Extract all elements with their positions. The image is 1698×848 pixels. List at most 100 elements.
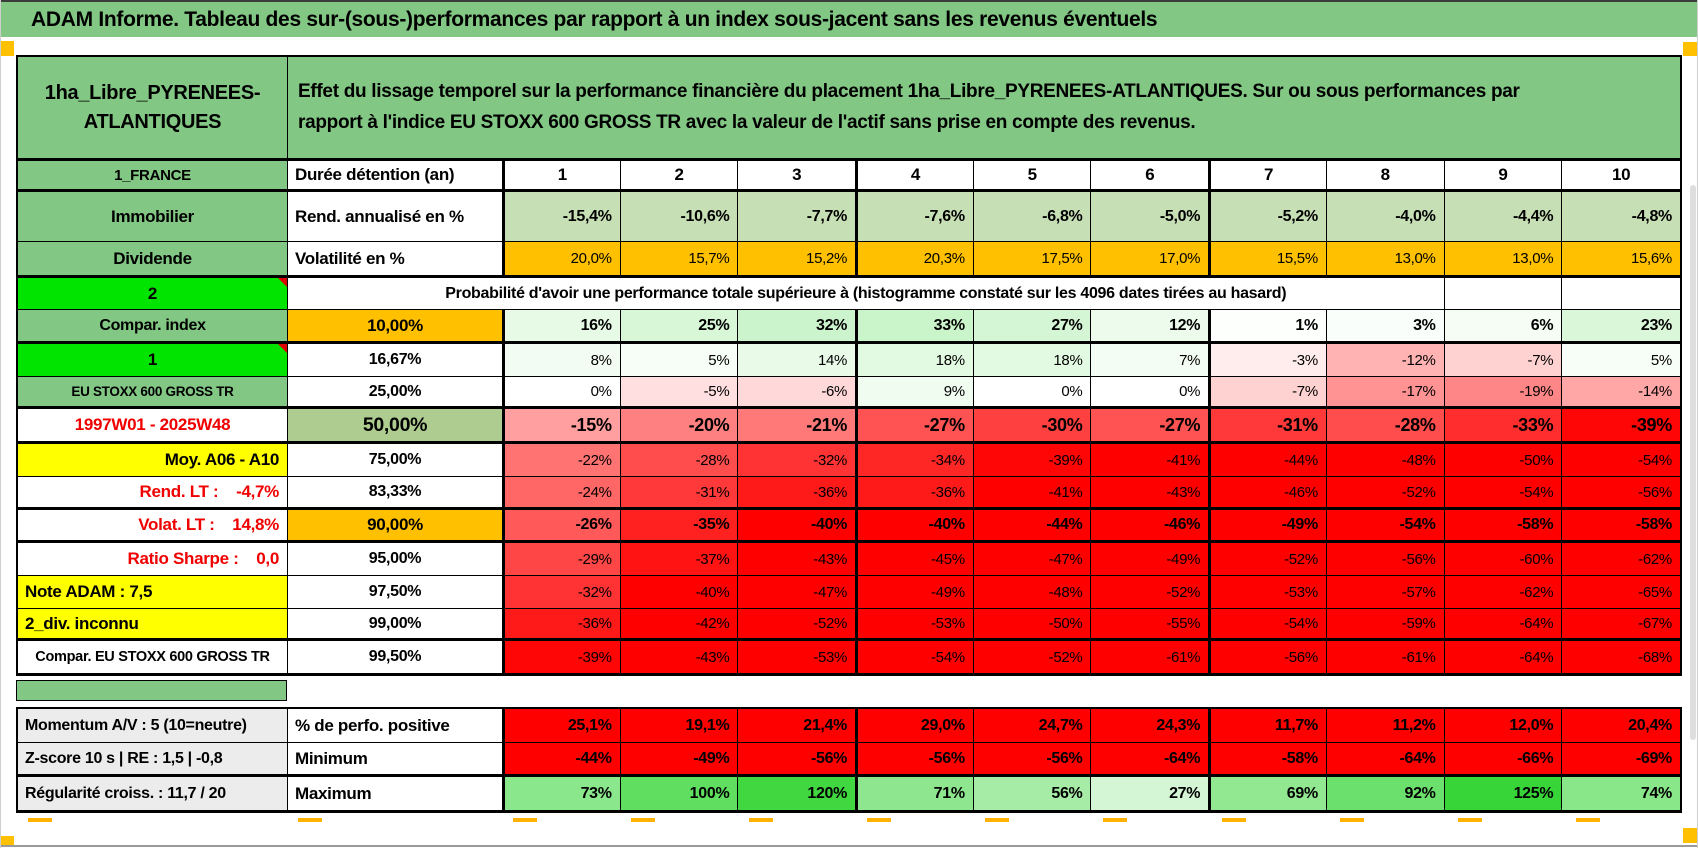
- data-cell[interactable]: -6,8%: [973, 192, 1092, 242]
- data-cell[interactable]: -49%: [856, 576, 974, 609]
- data-cell[interactable]: -26%: [503, 510, 621, 543]
- data-cell[interactable]: -59%: [1326, 609, 1445, 641]
- data-cell[interactable]: 12,0%: [1444, 709, 1563, 743]
- row-header-cell[interactable]: 83,33%: [288, 477, 503, 510]
- row-label-cell[interactable]: Immobilier: [18, 192, 288, 242]
- data-cell[interactable]: -36%: [738, 477, 857, 510]
- data-cell[interactable]: 16%: [503, 310, 621, 344]
- data-cell[interactable]: 11,2%: [1326, 709, 1445, 743]
- data-cell[interactable]: -53%: [1209, 576, 1327, 609]
- data-cell[interactable]: -33%: [1444, 409, 1563, 444]
- data-cell[interactable]: -17%: [1326, 377, 1445, 409]
- data-cell[interactable]: 24,7%: [973, 709, 1092, 743]
- data-cell[interactable]: -50%: [973, 609, 1092, 641]
- data-cell[interactable]: -36%: [503, 609, 621, 641]
- data-cell[interactable]: -7%: [1209, 377, 1327, 409]
- data-cell[interactable]: 15,7%: [620, 242, 739, 278]
- row-label-cell[interactable]: Ratio Sharpe : 0,0: [18, 543, 288, 576]
- row-header-cell[interactable]: Maximum: [288, 777, 503, 811]
- data-cell[interactable]: 9%: [856, 377, 974, 409]
- empty-cell[interactable]: [1444, 278, 1563, 310]
- data-cell[interactable]: -43%: [620, 641, 739, 674]
- data-cell[interactable]: -14%: [1562, 377, 1680, 409]
- data-cell[interactable]: 74%: [1562, 777, 1680, 811]
- row-label-cell[interactable]: 1997W01 - 2025W48: [18, 409, 288, 444]
- data-cell[interactable]: 33%: [856, 310, 974, 344]
- data-cell[interactable]: 9: [1444, 161, 1563, 192]
- data-cell[interactable]: -67%: [1562, 609, 1680, 641]
- data-cell[interactable]: -4,4%: [1444, 192, 1563, 242]
- data-cell[interactable]: -56%: [1209, 641, 1327, 674]
- data-cell[interactable]: -53%: [738, 641, 857, 674]
- data-cell[interactable]: -5%: [620, 377, 739, 409]
- sheet-title-cell[interactable]: ADAM Informe. Tableau des sur-(sous-)per…: [1, 0, 1697, 37]
- data-cell[interactable]: -28%: [1326, 409, 1445, 444]
- data-cell[interactable]: -5,0%: [1091, 192, 1210, 242]
- row-label-cell[interactable]: 2_div. inconnu: [18, 609, 288, 641]
- data-cell[interactable]: 12%: [1091, 310, 1210, 344]
- data-cell[interactable]: -52%: [1326, 477, 1445, 510]
- data-cell[interactable]: -44%: [973, 510, 1092, 543]
- data-cell[interactable]: -40%: [620, 576, 739, 609]
- data-cell[interactable]: -54%: [856, 641, 974, 674]
- data-cell[interactable]: -7,7%: [738, 192, 857, 242]
- row-label-cell[interactable]: Compar. EU STOXX 600 GROSS TR: [18, 641, 288, 674]
- data-cell[interactable]: -49%: [1209, 510, 1327, 543]
- data-cell[interactable]: -21%: [738, 409, 857, 444]
- row-label-cell[interactable]: Note ADAM : 7,5: [18, 576, 288, 609]
- data-cell[interactable]: -32%: [738, 444, 857, 477]
- data-cell[interactable]: 27%: [1091, 777, 1210, 811]
- data-cell[interactable]: -42%: [620, 609, 739, 641]
- data-cell[interactable]: -52%: [1091, 576, 1210, 609]
- data-cell[interactable]: 5%: [1562, 344, 1680, 377]
- data-cell[interactable]: -57%: [1326, 576, 1445, 609]
- data-cell[interactable]: -24%: [503, 477, 621, 510]
- data-cell[interactable]: 7%: [1091, 344, 1210, 377]
- data-cell[interactable]: -48%: [973, 576, 1092, 609]
- data-cell[interactable]: 14%: [738, 344, 857, 377]
- data-cell[interactable]: -64%: [1326, 743, 1445, 777]
- data-cell[interactable]: 3: [738, 161, 857, 192]
- data-cell[interactable]: -43%: [738, 543, 857, 576]
- data-cell[interactable]: -47%: [738, 576, 857, 609]
- data-cell[interactable]: -62%: [1444, 576, 1563, 609]
- data-cell[interactable]: -65%: [1562, 576, 1680, 609]
- data-cell[interactable]: -54%: [1562, 444, 1680, 477]
- data-cell[interactable]: -34%: [856, 444, 974, 477]
- data-cell[interactable]: -31%: [1209, 409, 1327, 444]
- data-cell[interactable]: 25%: [620, 310, 739, 344]
- data-cell[interactable]: 24,3%: [1091, 709, 1210, 743]
- data-cell[interactable]: 69%: [1209, 777, 1327, 811]
- data-cell[interactable]: 73%: [503, 777, 621, 811]
- data-cell[interactable]: 4: [856, 161, 974, 192]
- data-cell[interactable]: -27%: [856, 409, 974, 444]
- data-cell[interactable]: 19,1%: [620, 709, 739, 743]
- data-cell[interactable]: -44%: [503, 743, 621, 777]
- data-cell[interactable]: -27%: [1091, 409, 1210, 444]
- data-cell[interactable]: -54%: [1444, 477, 1563, 510]
- data-cell[interactable]: -56%: [1562, 477, 1680, 510]
- data-cell[interactable]: -7%: [1444, 344, 1563, 377]
- data-cell[interactable]: -49%: [620, 743, 739, 777]
- data-cell[interactable]: 8: [1326, 161, 1445, 192]
- data-cell[interactable]: -52%: [1209, 543, 1327, 576]
- data-cell[interactable]: 17,0%: [1091, 242, 1210, 278]
- data-cell[interactable]: 23%: [1562, 310, 1680, 344]
- data-cell[interactable]: -12%: [1326, 344, 1445, 377]
- data-cell[interactable]: -4,0%: [1326, 192, 1445, 242]
- data-cell[interactable]: 20,4%: [1562, 709, 1680, 743]
- data-cell[interactable]: -10,6%: [620, 192, 739, 242]
- data-cell[interactable]: -22%: [503, 444, 621, 477]
- data-cell[interactable]: -43%: [1091, 477, 1210, 510]
- data-cell[interactable]: -46%: [1209, 477, 1327, 510]
- data-cell[interactable]: 2: [620, 161, 739, 192]
- data-cell[interactable]: 29,0%: [856, 709, 974, 743]
- data-cell[interactable]: -7,6%: [856, 192, 974, 242]
- data-cell[interactable]: -45%: [856, 543, 974, 576]
- data-cell[interactable]: -47%: [973, 543, 1092, 576]
- row-label-cell[interactable]: 1: [18, 344, 288, 377]
- data-cell[interactable]: 5: [973, 161, 1092, 192]
- data-cell[interactable]: 6: [1091, 161, 1210, 192]
- vertical-scrollbar[interactable]: [1690, 185, 1696, 740]
- data-cell[interactable]: -36%: [856, 477, 974, 510]
